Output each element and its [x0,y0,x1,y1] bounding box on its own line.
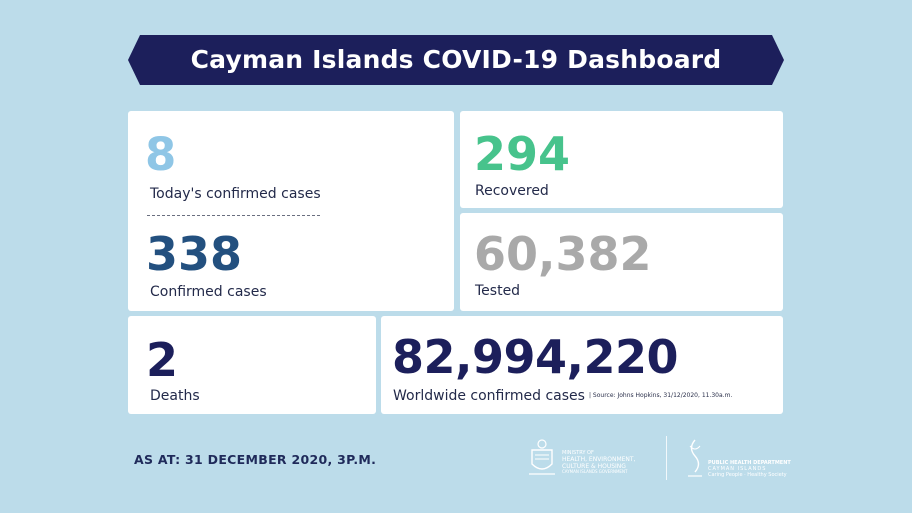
source-note: | Source: Johns Hopkins, 31/12/2020, 11.… [589,392,733,399]
tested-card [460,213,783,311]
page-title: Cayman Islands COVID-19 Dashboard [190,45,722,74]
worldwide-value: 82,994,220 [392,330,679,384]
deaths-label: Deaths [150,388,200,404]
coat-of-arms-icon [529,439,555,475]
phd-line-1: PUBLIC HEALTH DEPARTMENT [708,460,791,466]
confirmed-label: Confirmed cases [150,284,267,300]
deaths-value: 2 [146,333,179,387]
confirmed-card [128,111,454,311]
today-confirmed-label: Today's confirmed cases [150,186,321,202]
deaths-card [128,316,376,414]
header-banner: Cayman Islands COVID-19 Dashboard [128,35,784,85]
public-health-logo: PUBLIC HEALTH DEPARTMENT CAYMAN ISLANDS … [684,438,791,478]
public-health-icon [688,439,702,477]
ministry-line-4: CAYMAN ISLANDS GOVERNMENT [562,469,628,474]
today-confirmed-value: 8 [145,128,177,181]
recovered-label: Recovered [475,183,549,199]
tested-value: 60,382 [474,227,652,281]
phd-line-2: CAYMAN ISLANDS [708,466,767,472]
as-at-date: AS AT: 31 DECEMBER 2020, 3P.M. [134,452,377,467]
ministry-logo: MINISTRY OF HEALTH, ENVIRONMENT, CULTURE… [526,438,656,478]
logo-divider [666,436,667,480]
divider-dashed [147,215,320,216]
confirmed-value: 338 [146,227,243,281]
recovered-card [460,111,783,208]
ministry-line-1: MINISTRY OF [562,450,594,456]
worldwide-card [381,316,783,414]
phd-line-3: Caring People · Healthy Society [708,472,787,478]
banner-shape [128,35,784,85]
recovered-value: 294 [474,127,571,181]
ministry-line-2: HEALTH, ENVIRONMENT, [562,456,636,463]
ministry-line-3: CULTURE & HOUSING [562,463,626,470]
worldwide-label: Worldwide confirmed cases [393,388,585,404]
tested-label: Tested [475,283,521,299]
